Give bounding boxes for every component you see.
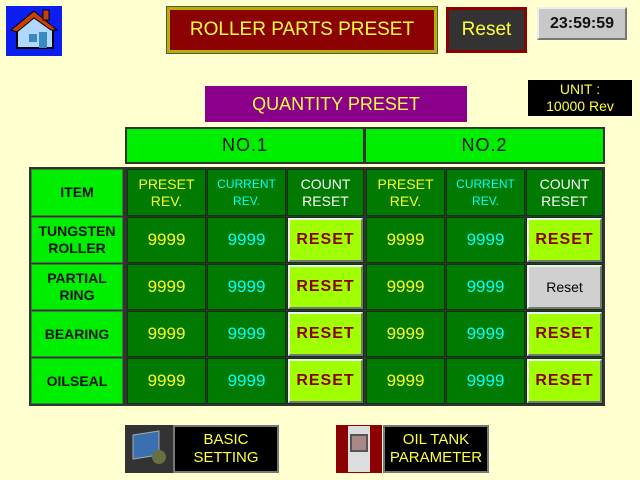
col-header-line2: REV.	[389, 192, 422, 209]
preset-value[interactable]: 9999	[366, 311, 445, 357]
item-name-line1: PARTIAL	[47, 270, 107, 286]
col-header-line2: REV.	[472, 193, 499, 208]
current-value: 9999	[446, 217, 525, 263]
basic-setting-button[interactable]: BASIC SETTING	[173, 425, 279, 473]
item-name-line1: OILSEAL	[46, 372, 108, 389]
count-reset-button[interactable]: RESET	[527, 359, 602, 403]
basic-line1: BASIC	[203, 431, 249, 448]
col-header-line1: COUNT	[539, 175, 590, 192]
count-reset-button[interactable]: RESET	[527, 312, 602, 356]
preset-value[interactable]: 9999	[366, 264, 445, 310]
col-header-count: COUNT RESET	[287, 169, 364, 216]
unit-line1: UNIT :	[559, 81, 601, 97]
preset-value[interactable]: 9999	[127, 311, 206, 357]
section-title: QUANTITY PRESET	[205, 86, 467, 122]
current-value: 9999	[446, 358, 525, 404]
item-name-line1: BEARING	[44, 325, 110, 342]
col-header-line2: REV.	[233, 193, 260, 208]
reset-all-button[interactable]: Reset	[446, 7, 527, 53]
col-header-line1: PRESET	[138, 175, 195, 192]
preset-value[interactable]: 9999	[366, 217, 445, 263]
count-reset-button[interactable]: RESET	[288, 359, 363, 403]
preset-value[interactable]: 9999	[366, 358, 445, 404]
basic-line2: SETTING	[193, 449, 259, 466]
col-header-line2: RESET	[302, 192, 349, 209]
count-reset-button[interactable]: RESET	[288, 312, 363, 356]
item-name-line2: RING	[59, 287, 95, 303]
current-value: 9999	[207, 358, 286, 404]
preset-value[interactable]: 9999	[127, 217, 206, 263]
item-name-line1: TUNGSTEN	[38, 223, 116, 239]
col-header-preset: PRESET REV.	[127, 169, 206, 216]
basic-setting-icon[interactable]	[125, 425, 173, 473]
col-header-line2: RESET	[541, 192, 588, 209]
house-icon	[9, 9, 59, 49]
oil-line1: OIL TANK	[402, 431, 470, 448]
item-name: OILSEAL	[31, 358, 123, 404]
oil-tank-icon[interactable]	[336, 425, 382, 473]
current-value: 9999	[207, 264, 286, 310]
home-button[interactable]	[6, 6, 62, 56]
col-header-line2: REV.	[150, 192, 183, 209]
count-reset-button[interactable]: RESET	[288, 218, 363, 262]
col-header-line1: PRESET	[377, 175, 434, 192]
count-reset-button[interactable]: RESET	[527, 218, 602, 262]
col-header-line1: CURRENT	[456, 176, 515, 191]
clock: 23:59:59	[537, 7, 627, 40]
col-header-line1: COUNT	[300, 175, 351, 192]
group-no2: NO.2	[364, 127, 605, 164]
group-no1: NO.1	[125, 127, 365, 164]
col-header-current: CURRENT REV.	[207, 169, 286, 216]
item-name: TUNGSTEN ROLLER	[31, 217, 123, 263]
col-header-line1: CURRENT	[217, 176, 276, 191]
item-name: BEARING	[31, 311, 123, 357]
current-value: 9999	[446, 264, 525, 310]
preset-value[interactable]: 9999	[127, 358, 206, 404]
col-header-current: CURRENT REV.	[446, 169, 525, 216]
item-name: PARTIAL RING	[31, 264, 123, 310]
item-header-label: ITEM	[60, 184, 94, 200]
col-header-count: COUNT RESET	[526, 169, 603, 216]
unit-label: UNIT :10000 Rev	[528, 80, 632, 116]
count-reset-button[interactable]: Reset	[527, 265, 602, 309]
item-header: ITEM	[31, 169, 123, 216]
current-value: 9999	[207, 217, 286, 263]
oil-tank-parameter-button[interactable]: OIL TANK PARAMETER	[383, 425, 489, 473]
col-header-preset: PRESET REV.	[366, 169, 445, 216]
count-reset-button[interactable]: RESET	[288, 265, 363, 309]
current-value: 9999	[446, 311, 525, 357]
current-value: 9999	[207, 311, 286, 357]
item-name-line2: ROLLER	[48, 240, 106, 256]
oil-line2: PARAMETER	[389, 449, 483, 466]
screen-title: ROLLER PARTS PRESET	[166, 6, 438, 54]
unit-line2: 10000 Rev	[546, 98, 614, 114]
preset-value[interactable]: 9999	[127, 264, 206, 310]
